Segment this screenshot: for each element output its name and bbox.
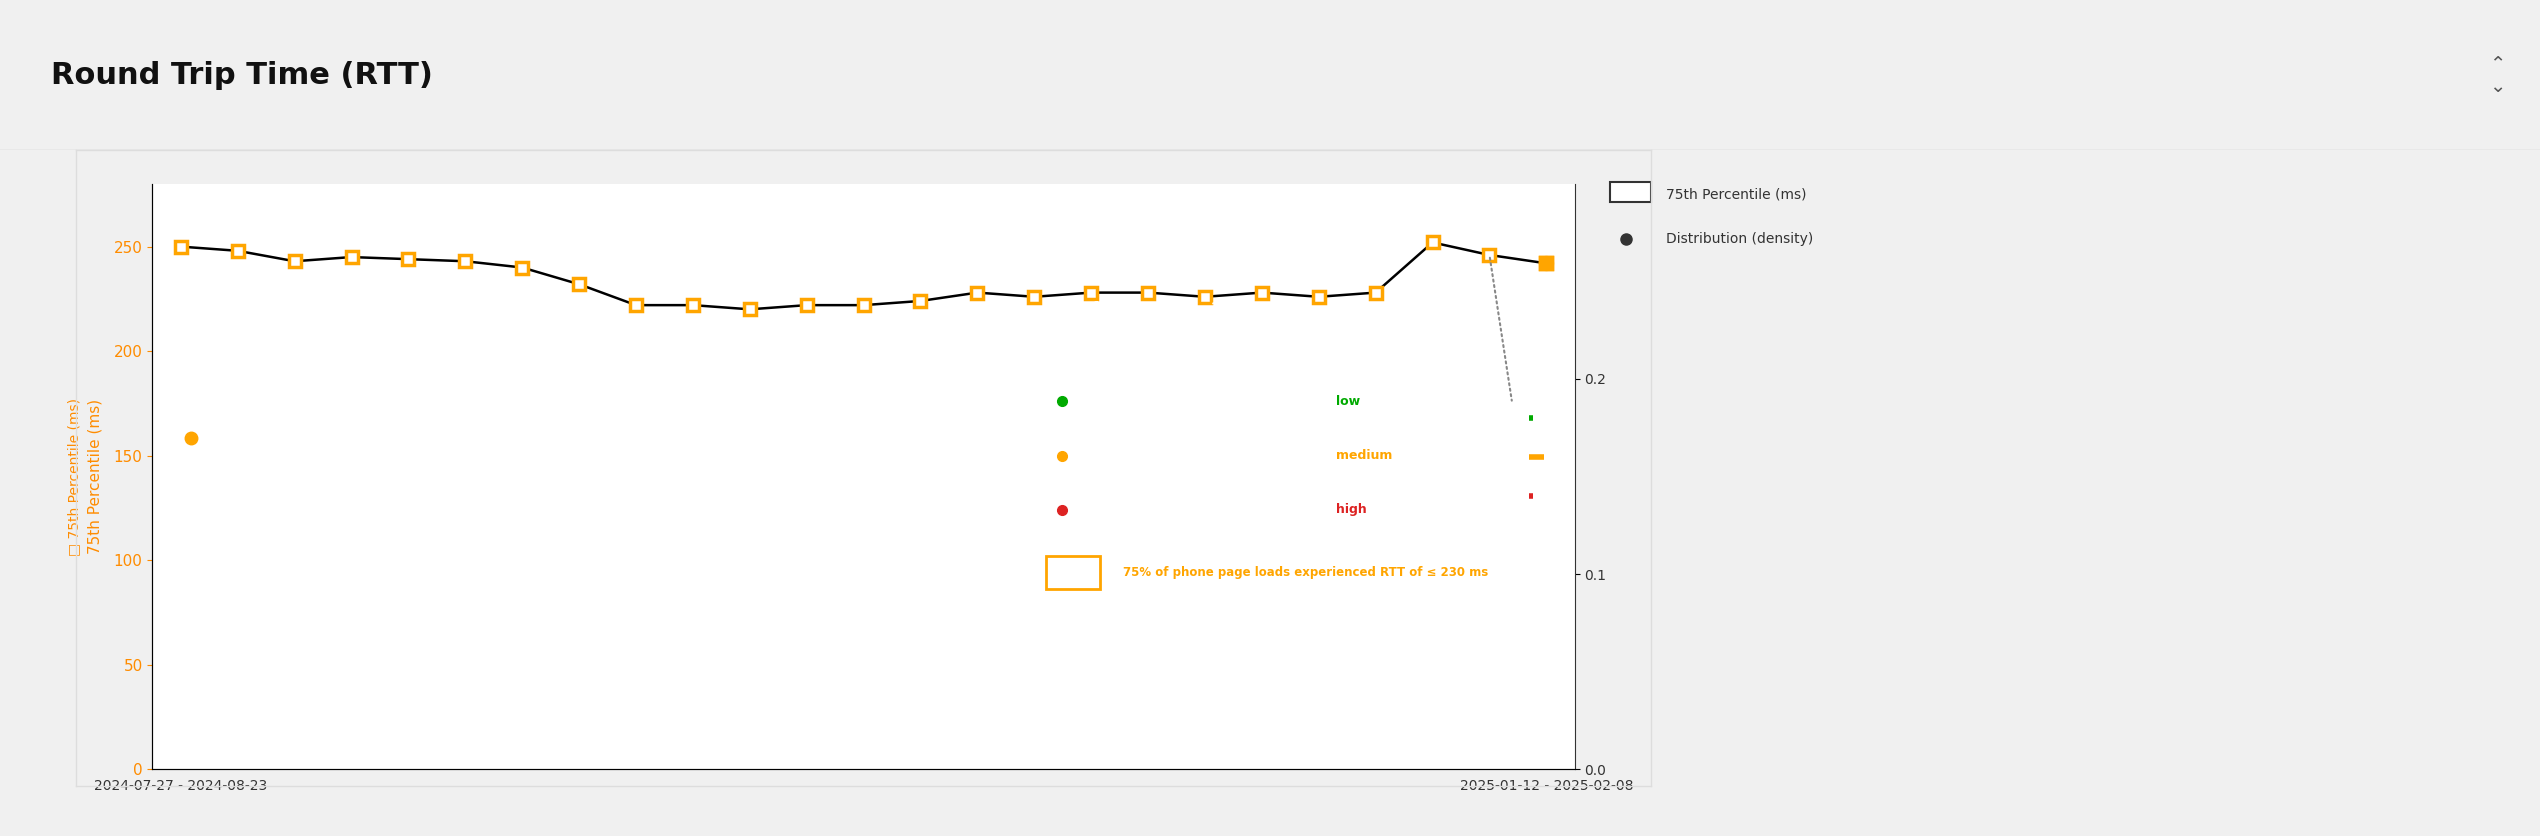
Text: RTT: RTT	[1412, 503, 1440, 517]
Text: 18.4% experienced: 18.4% experienced	[1107, 503, 1232, 517]
Text: RTT: RTT	[1443, 449, 1471, 462]
Y-axis label: 75th Percentile (ms): 75th Percentile (ms)	[89, 399, 102, 554]
Text: high: high	[1336, 503, 1367, 517]
Bar	[1046, 556, 1100, 589]
Bar	[1610, 182, 1651, 202]
Text: medium: medium	[1336, 449, 1392, 462]
Bar	[180, 68, 218, 97]
Text: 15.2% experienced: 15.2% experienced	[1107, 395, 1232, 408]
Text: Data for 2025-01-12 - 2025-02-08: Data for 2025-01-12 - 2025-02-08	[1054, 301, 1290, 314]
Text: Round Trip Time (RTT): Round Trip Time (RTT)	[51, 61, 432, 89]
Bar	[180, 536, 190, 565]
Bar	[180, 568, 190, 597]
Text: Among phone page loads,: Among phone page loads,	[1054, 343, 1219, 356]
Text: ⌃
⌄: ⌃ ⌄	[2489, 54, 2504, 96]
Text: low: low	[1336, 395, 1359, 408]
Text: 66.4% experienced: 66.4% experienced	[1107, 449, 1232, 462]
Text: 75% of phone page loads experienced RTT of ≤ 230 ms: 75% of phone page loads experienced RTT …	[1123, 566, 1488, 579]
Text: RTT: RTT	[1427, 395, 1455, 408]
Text: Distribution (density): Distribution (density)	[1666, 232, 1814, 247]
Text: 75th Percentile (ms): 75th Percentile (ms)	[1666, 187, 1806, 201]
Text: □ 75th Percentile (ms): □ 75th Percentile (ms)	[66, 398, 81, 555]
